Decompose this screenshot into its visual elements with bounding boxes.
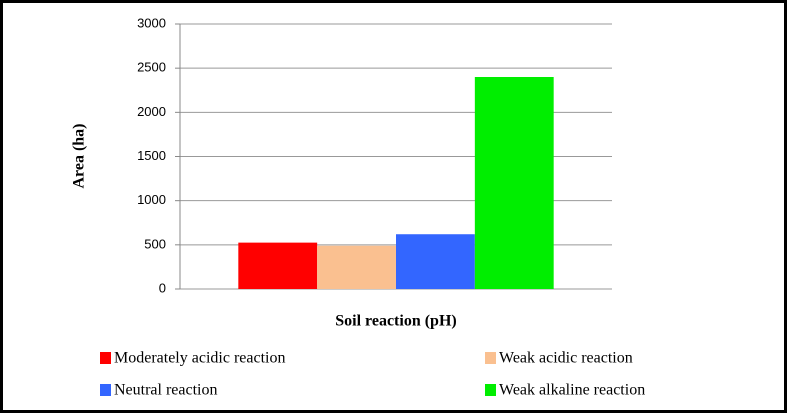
y-axis-label: Area (ha): [71, 123, 88, 188]
y-tick-label: 500: [144, 236, 166, 251]
bar: [238, 242, 318, 289]
y-tick-label: 0: [159, 280, 166, 295]
bar: [396, 234, 475, 289]
bar: [317, 245, 396, 289]
x-axis-label: Soil reaction (pH): [335, 313, 456, 330]
legend-swatch: [485, 352, 496, 364]
legend-swatch: [485, 384, 496, 396]
bar: [474, 77, 554, 289]
legend-swatch: [100, 384, 111, 396]
y-tick-label: 2500: [137, 60, 166, 75]
y-tick-label: 3000: [137, 15, 166, 30]
y-tick-label: 1500: [137, 148, 166, 163]
y-tick-label: 2000: [137, 104, 166, 119]
y-tick-label: 1000: [137, 192, 166, 207]
legend-swatch: [100, 352, 111, 364]
legend-label: Weak alkaline reaction: [499, 382, 645, 399]
legend-label: Neutral reaction: [114, 382, 218, 399]
legend-label: Weak acidic reaction: [499, 350, 633, 367]
legend-label: Moderately acidic reaction: [114, 350, 285, 367]
